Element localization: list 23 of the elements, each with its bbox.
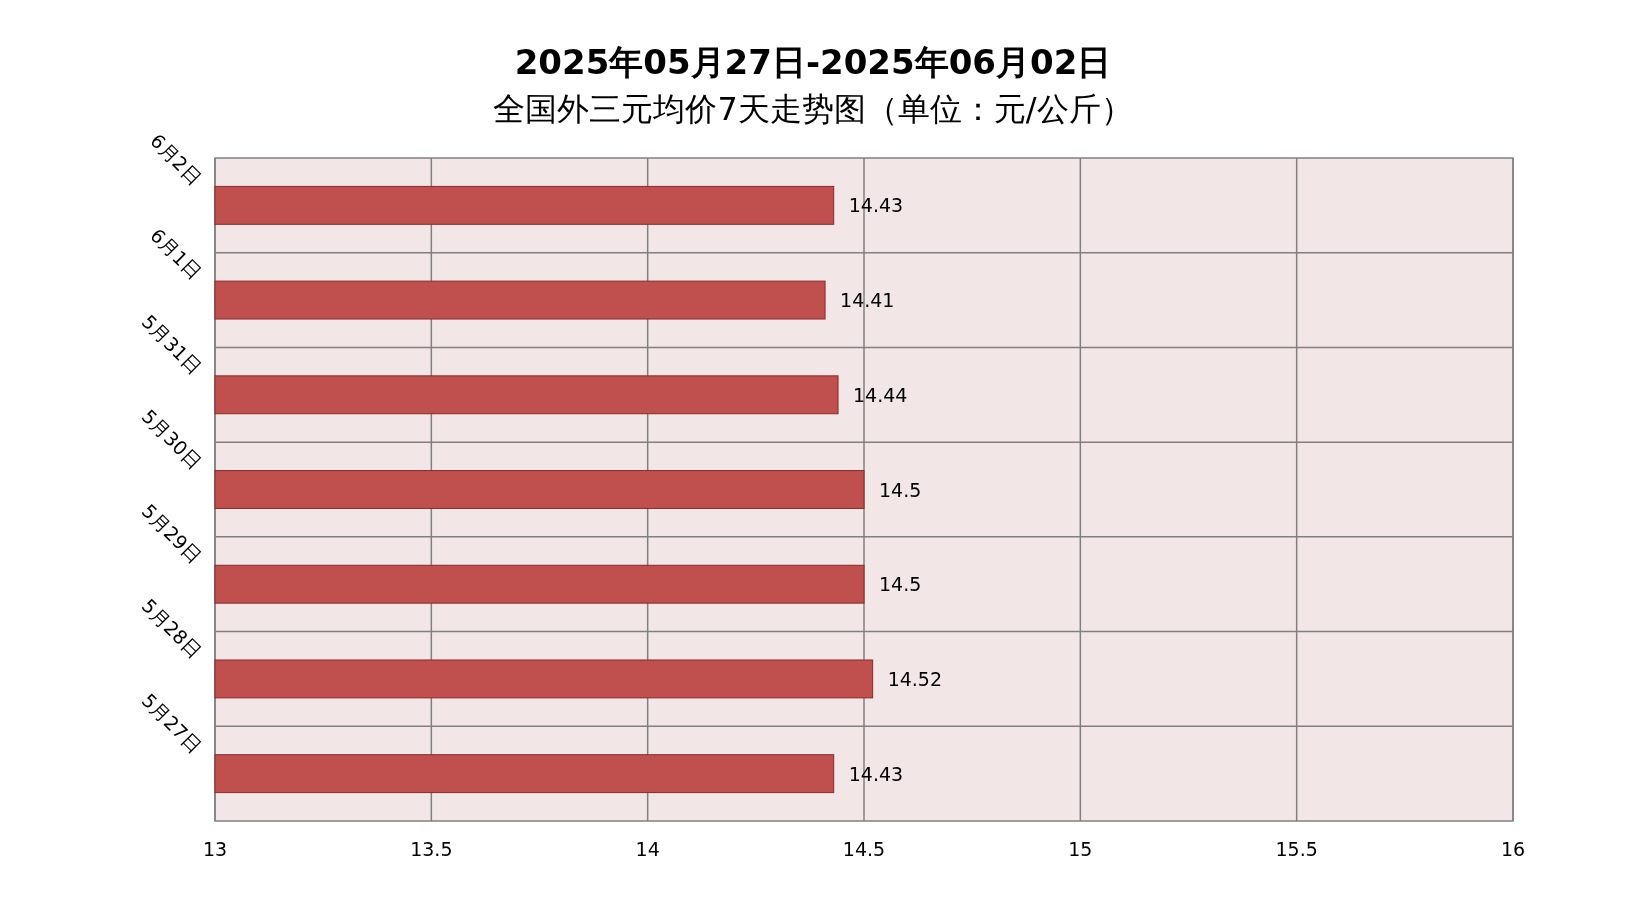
- x-tick-label: 14.5: [842, 838, 886, 860]
- y-tick-label: 5月30日: [137, 404, 206, 473]
- data-label: 14.41: [840, 289, 895, 312]
- data-label: 14.5: [879, 573, 922, 596]
- data-label: 14.43: [848, 762, 904, 785]
- chart-title: 2025年05月27日-2025年06月02日: [514, 42, 1112, 82]
- chart-subtitle: 全国外三元均价7天走势图（单位：元/公斤）: [493, 90, 1133, 128]
- y-tick-label: 5月31日: [137, 310, 206, 379]
- x-tick-label: 16: [1500, 838, 1526, 860]
- x-tick-label: 13: [202, 838, 228, 860]
- y-tick-label: 5月27日: [137, 689, 206, 758]
- x-tick-label: 13.5: [410, 838, 453, 860]
- data-label: 14.43: [848, 194, 904, 217]
- y-tick-label: 6月1日: [146, 224, 206, 284]
- x-tick-label: 14: [635, 838, 660, 860]
- data-label: 14.44: [853, 383, 908, 406]
- x-tick-label: 15: [1068, 838, 1093, 860]
- y-tick-label: 5月29日: [137, 499, 206, 568]
- data-label: 14.52: [887, 667, 943, 690]
- y-tick-label: 5月28日: [137, 594, 206, 663]
- x-tick-label: 15.5: [1275, 838, 1318, 860]
- y-tick-label: 6月2日: [146, 129, 206, 189]
- data-label: 14.5: [879, 478, 922, 501]
